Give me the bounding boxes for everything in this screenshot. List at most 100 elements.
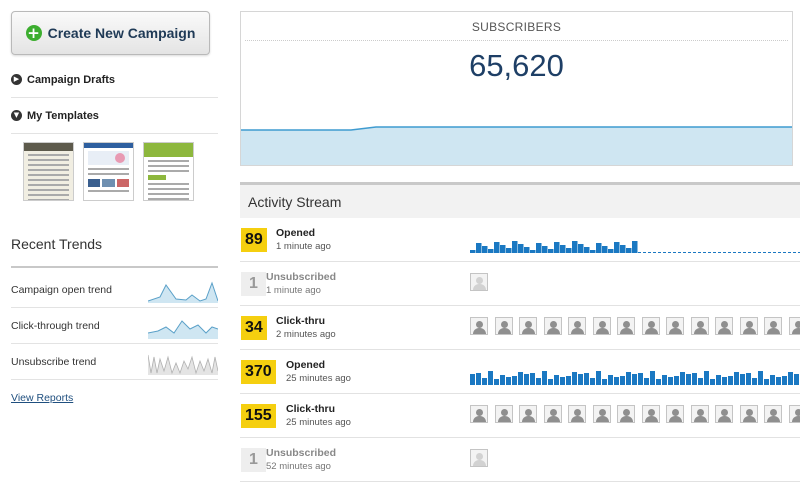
bar [536,378,541,385]
activity-row[interactable]: 155 Click-thru 25 minutes ago [240,394,800,438]
bar [572,241,578,253]
bar [530,373,535,385]
user-avatar-icon[interactable] [470,449,488,467]
user-avatar-icon[interactable] [494,405,513,423]
bar [740,374,745,385]
bar [710,379,715,385]
bar [794,374,799,385]
bar [602,246,608,253]
bar [728,376,733,385]
bar [578,244,584,253]
user-avatar-icon[interactable] [470,273,488,291]
template-thumbnail[interactable] [143,142,194,201]
user-avatar-icon[interactable] [592,317,611,335]
bar [494,379,499,385]
activity-type: Click-thru [286,403,336,415]
bar [614,377,619,385]
my-templates-toggle[interactable]: ▼ My Templates [11,98,218,134]
bar [536,243,542,253]
open-trend-sparkline [148,281,218,303]
bar [470,250,476,253]
user-avatar-icon[interactable] [666,405,684,423]
user-avatar-icon[interactable] [788,317,800,335]
bar [578,374,583,385]
bar [668,377,673,385]
bar [704,371,709,385]
template-thumbnail[interactable] [83,142,134,201]
user-avatar-icon[interactable] [764,317,782,335]
plus-circle-icon: + [25,24,42,42]
bar [620,245,626,253]
activity-row[interactable]: 1 Unsubscribed 52 minutes ago [240,438,800,482]
activity-stream-header: Activity Stream [240,182,800,218]
user-avatar-icon[interactable] [715,405,733,423]
bar [752,378,757,385]
campaign-drafts-toggle[interactable]: ▶ Campaign Drafts [11,62,218,98]
activity-time: 2 minutes ago [276,329,336,340]
activity-row[interactable]: 89 Opened 1 minute ago [240,218,800,262]
bar [518,372,523,385]
divider [11,266,218,268]
bar [782,376,787,385]
bar [482,378,487,385]
activity-type: Unsubscribed [266,271,337,283]
user-avatar-icon[interactable] [617,405,635,423]
bar [476,373,481,385]
bar [746,373,751,385]
user-avatar-icon[interactable] [592,405,611,423]
activity-row[interactable]: 34 Click-thru 2 minutes ago [240,306,800,350]
user-avatar-icon[interactable] [543,317,562,335]
bar [500,375,505,385]
bar [596,243,602,253]
trend-row-unsubscribe: Unsubscribe trend [11,344,218,380]
bar [644,378,649,385]
user-avatar-icon[interactable] [764,405,782,423]
avatar-list [470,317,800,335]
user-avatar-icon[interactable] [690,317,709,335]
user-avatar-icon[interactable] [470,317,488,335]
user-avatar-icon[interactable] [519,405,537,423]
user-avatar-icon[interactable] [519,317,537,335]
bar [470,374,475,385]
bar [518,244,524,253]
bar [674,376,679,385]
bar [626,372,631,385]
user-avatar-icon[interactable] [470,405,488,423]
user-avatar-icon[interactable] [568,317,586,335]
trend-row-open: Campaign open trend [11,272,218,308]
user-avatar-icon[interactable] [568,405,586,423]
user-avatar-icon[interactable] [788,405,800,423]
bar [554,242,560,253]
user-avatar-icon[interactable] [641,317,660,335]
create-campaign-button[interactable]: + Create New Campaign [11,11,210,55]
activity-stream-title: Activity Stream [248,193,342,210]
user-avatar-icon[interactable] [739,317,758,335]
bar [524,247,530,253]
user-avatar-icon[interactable] [739,405,758,423]
user-avatar-icon[interactable] [494,317,513,335]
view-reports-link[interactable]: View Reports [11,392,74,404]
user-avatar-icon[interactable] [715,317,733,335]
user-avatar-icon[interactable] [666,317,684,335]
bar [494,242,500,253]
unsubscribe-trend-sparkline [148,354,218,375]
bar [608,375,613,385]
activity-type: Opened [286,359,326,371]
activity-row[interactable]: 1 Unsubscribed 1 minute ago [240,262,800,306]
user-avatar-icon[interactable] [543,405,562,423]
bar [626,248,632,253]
activity-type: Opened [276,227,316,239]
user-avatar-icon[interactable] [690,405,709,423]
bar [560,377,565,385]
activity-time: 1 minute ago [276,241,331,252]
count-badge: 370 [241,360,276,384]
avatar-list [470,449,495,467]
bar [608,249,614,253]
template-thumbnail[interactable] [23,142,74,201]
user-avatar-icon[interactable] [617,317,635,335]
user-avatar-icon[interactable] [641,405,660,423]
bar [512,376,517,385]
count-badge: 1 [241,448,266,472]
chevron-right-circle-icon: ▶ [11,74,22,85]
activity-row[interactable]: 370 Opened 25 minutes ago [240,350,800,394]
